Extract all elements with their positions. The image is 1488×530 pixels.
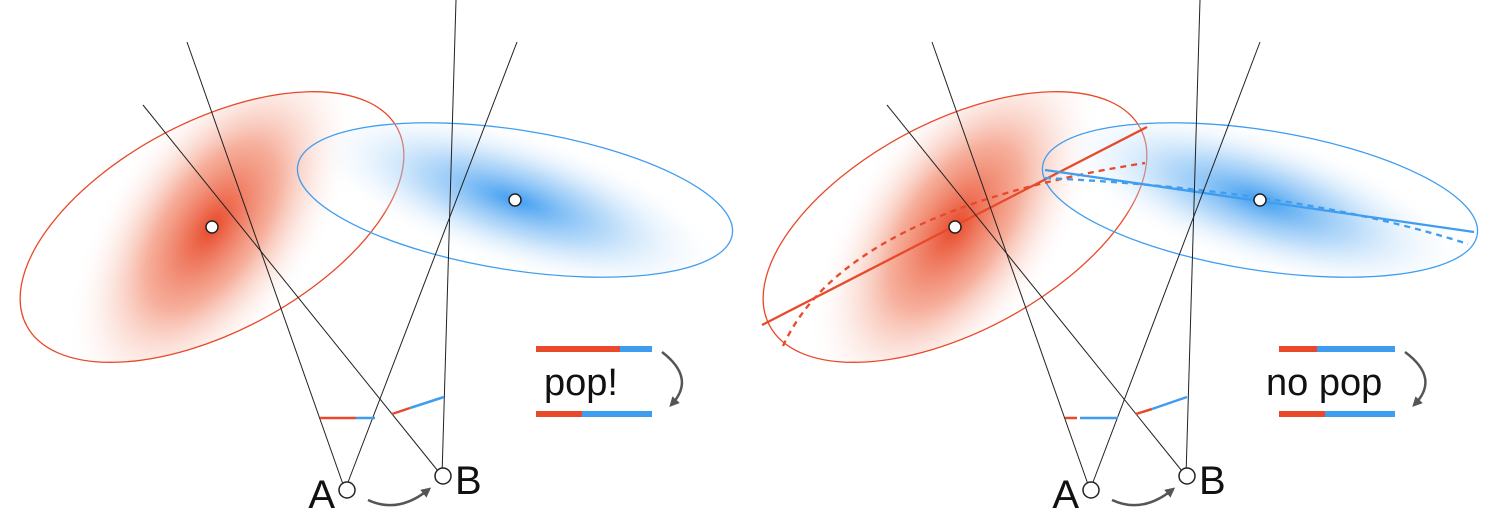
camera-b-label-left: B [455, 459, 482, 503]
camera-move-arrow-right [1111, 487, 1176, 507]
mean-point-red-right [948, 220, 962, 234]
camera-b-left [434, 467, 452, 485]
panel-right: A B no pop [761, 0, 1479, 517]
camera-a-left [338, 481, 356, 499]
sort-order-segments-left [320, 395, 445, 420]
camera-b-right [1178, 467, 1196, 485]
camera-a-label-right: A [1052, 473, 1079, 517]
mean-point-blue-left [508, 193, 522, 207]
camera-b-label-right: B [1199, 459, 1226, 503]
sort-order-segments-right [1065, 395, 1188, 420]
annotation-no-pop: no pop [1266, 362, 1382, 404]
camera-a-label-left: A [308, 473, 335, 517]
swap-arrow-right [1404, 350, 1427, 407]
mean-point-red-left [205, 220, 219, 234]
swap-arrow-left [661, 351, 684, 407]
annotation-pop: pop! [544, 362, 618, 404]
camera-rays-left [142, 0, 518, 491]
camera-a-right [1082, 481, 1100, 499]
panel-left: A B pop! [19, 0, 734, 517]
mean-point-blue-right [1253, 193, 1267, 207]
camera-move-arrow-left [367, 487, 432, 507]
